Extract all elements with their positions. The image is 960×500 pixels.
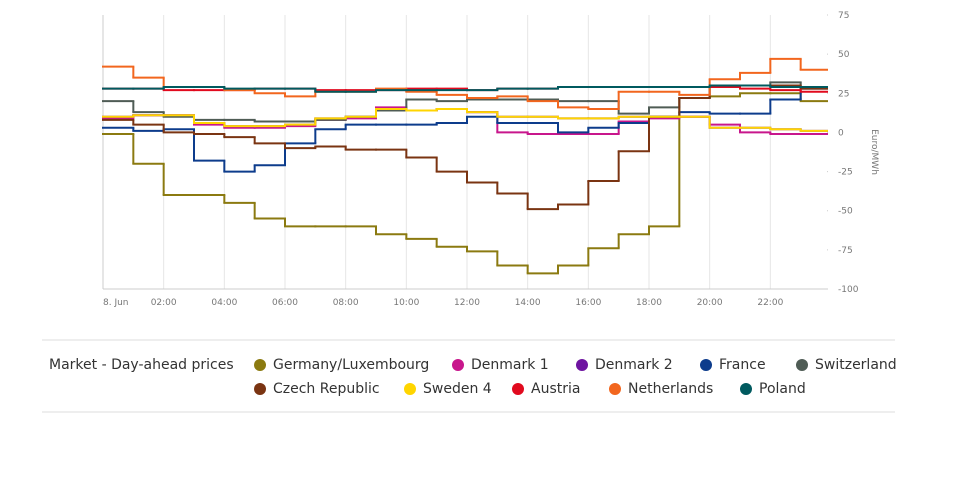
legend-title: Market - Day-ahead prices bbox=[49, 357, 234, 373]
legend-label: Netherlands bbox=[628, 381, 713, 397]
legend-marker bbox=[254, 359, 266, 371]
legend-label: France bbox=[719, 357, 766, 373]
x-tick-label: 18:00 bbox=[636, 298, 662, 308]
x-tick-label: 14:00 bbox=[515, 298, 541, 308]
legend-marker bbox=[576, 359, 588, 371]
y-tick-label: 50 bbox=[838, 50, 850, 60]
legend-label: Czech Republic bbox=[273, 381, 380, 397]
legend-label: Poland bbox=[759, 381, 806, 397]
x-tick-label: 22:00 bbox=[757, 298, 783, 308]
x-tick-label: 20:00 bbox=[697, 298, 723, 308]
legend-label: Denmark 1 bbox=[471, 357, 549, 373]
x-tick-label: 02:00 bbox=[151, 298, 177, 308]
legend-label: Germany/Luxembourg bbox=[273, 357, 429, 373]
y-tick-label: 25 bbox=[838, 89, 849, 99]
legend-marker bbox=[609, 383, 621, 395]
y-tick-label: -100 bbox=[838, 285, 859, 295]
y-tick-label: 0 bbox=[838, 128, 844, 138]
series-line bbox=[102, 84, 828, 93]
y-tick-label: -75 bbox=[838, 246, 853, 256]
y-tick-label: -25 bbox=[838, 168, 853, 178]
x-tick-label: 10:00 bbox=[393, 298, 419, 308]
legend-marker bbox=[700, 359, 712, 371]
y-tick-label: -50 bbox=[838, 207, 853, 217]
legend-label: Denmark 2 bbox=[595, 357, 673, 373]
legend-label: Switzerland bbox=[815, 357, 897, 373]
legend-marker bbox=[740, 383, 752, 395]
legend-marker bbox=[452, 359, 464, 371]
legend-marker bbox=[404, 383, 416, 395]
legend-marker bbox=[512, 383, 524, 395]
x-tick-label: 04:00 bbox=[211, 298, 237, 308]
x-tick-label: 16:00 bbox=[575, 298, 601, 308]
legend-marker bbox=[796, 359, 808, 371]
x-tick-label: 06:00 bbox=[272, 298, 298, 308]
series-line bbox=[102, 107, 828, 132]
legend-marker bbox=[254, 383, 266, 395]
x-tick-label: 12:00 bbox=[454, 298, 480, 308]
y-tick-label: 75 bbox=[838, 11, 849, 21]
x-tick-label: 8. Jun bbox=[103, 298, 129, 308]
y-axis-label: Euro/MWh bbox=[869, 129, 879, 175]
series-line bbox=[102, 84, 828, 211]
legend-label: Austria bbox=[531, 381, 580, 397]
x-tick-label: 08:00 bbox=[333, 298, 359, 308]
legend-label: Sweden 4 bbox=[423, 381, 492, 397]
